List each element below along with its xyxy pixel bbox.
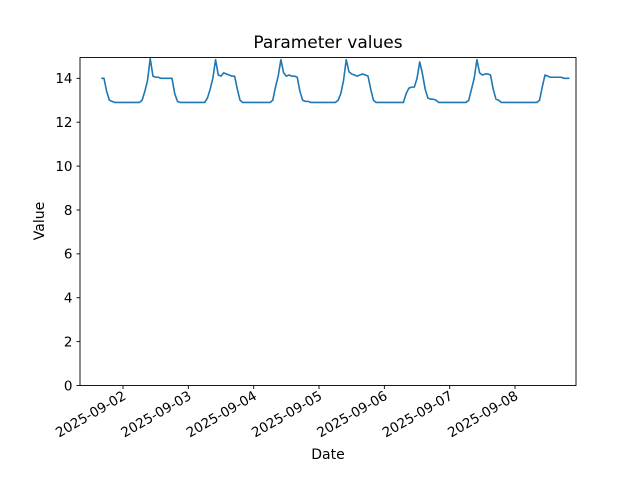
- y-tick-label: 14: [55, 71, 72, 87]
- x-tick-label: 2025-09-04: [184, 388, 260, 441]
- x-tick-label: 2025-09-07: [380, 388, 456, 441]
- y-tick-label: 4: [64, 291, 73, 307]
- x-tick-label: 2025-09-08: [445, 388, 521, 441]
- y-axis-label: Value: [32, 201, 48, 241]
- data-line: [101, 57, 570, 104]
- x-tick-label: 2025-09-06: [314, 388, 390, 441]
- y-tick-label: 6: [64, 247, 73, 263]
- y-tick-label: 10: [55, 159, 72, 175]
- x-tick-label: 2025-09-05: [249, 388, 325, 441]
- x-tick-label: 2025-09-02: [53, 388, 129, 441]
- y-tick-label: 2: [64, 334, 73, 350]
- y-tick-label: 12: [55, 115, 72, 131]
- x-tick-label: 2025-09-03: [118, 388, 194, 441]
- y-tick-label: 8: [64, 203, 73, 219]
- chart-title: Parameter values: [253, 33, 403, 53]
- y-tick-label: 0: [64, 378, 73, 394]
- x-axis-label: Date: [311, 447, 345, 463]
- axes-frame: [79, 57, 577, 386]
